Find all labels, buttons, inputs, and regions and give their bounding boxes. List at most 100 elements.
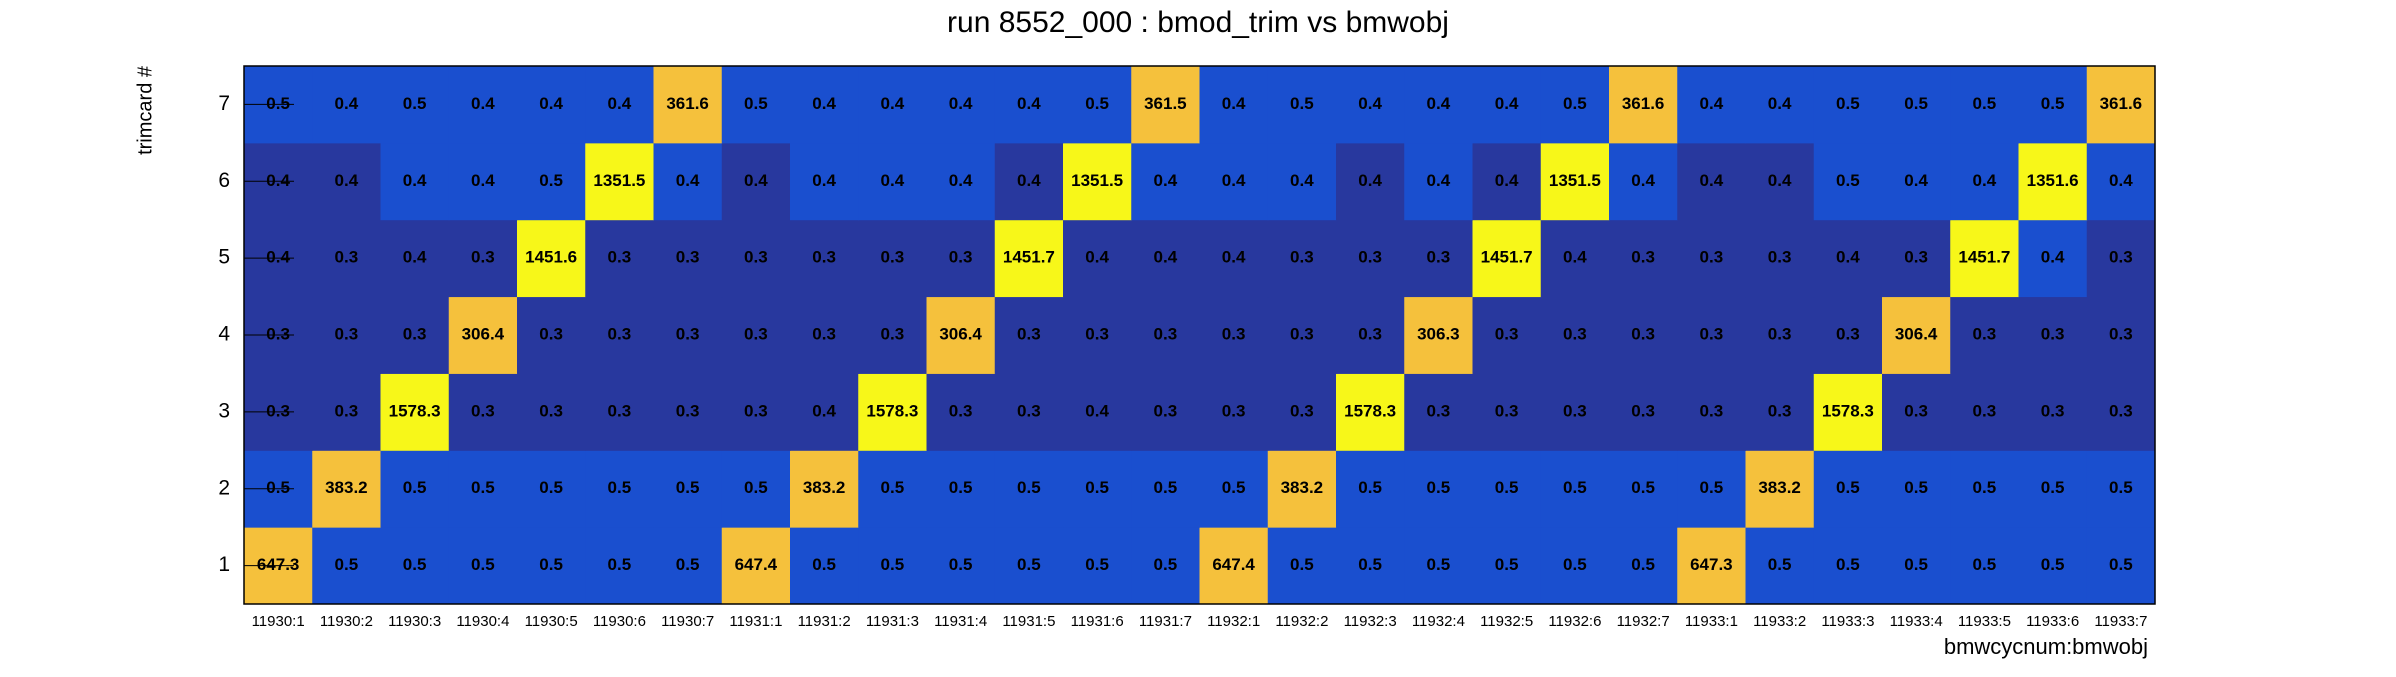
cell-label: 0.5: [881, 478, 905, 497]
heatmap-cell: [790, 142, 859, 221]
heatmap-cell: [448, 373, 518, 451]
cell-label: 0.3: [744, 248, 768, 267]
cell-label: 0.4: [1495, 171, 1519, 190]
x-tick-label: 11931:7: [1139, 613, 1192, 630]
cell-label: 0.4: [266, 248, 290, 267]
cell-label: 0.4: [471, 171, 495, 190]
heatmap-cell: [994, 527, 1064, 605]
cell-label: 0.5: [949, 478, 973, 497]
cell-label: 0.3: [2109, 401, 2133, 420]
heatmap-cell: [1336, 142, 1405, 221]
heatmap-cell: [517, 142, 586, 221]
cell-label: 0.5: [1904, 478, 1928, 497]
heatmap-cell: [858, 450, 927, 528]
heatmap-cell: [2018, 527, 2088, 605]
cell-label: 0.3: [2109, 324, 2133, 343]
cell-label: 383.2: [1281, 478, 1324, 497]
heatmap-cell: [1745, 219, 1815, 298]
heatmap-cell: [653, 527, 723, 605]
cell-label: 0.4: [1700, 171, 1724, 190]
cell-label: 0.4: [1017, 94, 1041, 113]
heatmap-cell: [926, 66, 996, 144]
cell-label: 0.5: [881, 555, 905, 574]
heatmap-cell: [2086, 450, 2156, 528]
cell-label: 0.3: [1631, 401, 1655, 420]
cell-label: 0.5: [1222, 478, 1246, 497]
cell-label: 0.5: [1358, 555, 1382, 574]
cell-label: 0.5: [539, 478, 563, 497]
heatmap-cell: [2086, 219, 2156, 298]
cell-label: 0.3: [812, 324, 836, 343]
cell-label: 0.5: [1085, 555, 1109, 574]
heatmap-cell: [1882, 373, 1951, 451]
heatmap-cell: [2086, 142, 2156, 221]
cell-label: 0.4: [812, 94, 836, 113]
heatmap-cell: [312, 527, 381, 605]
cell-label: 647.4: [735, 555, 778, 574]
heatmap-cell: [2086, 296, 2156, 374]
heatmap-cell: [1267, 66, 1337, 144]
cell-label: 0.3: [335, 324, 359, 343]
heatmap-cell: [994, 219, 1064, 298]
heatmap-cell: [1199, 450, 1269, 528]
heatmap-cell: [1199, 373, 1269, 451]
cell-label: 0.3: [676, 324, 700, 343]
heatmap-cell: [517, 66, 586, 144]
heatmap-cell: [1336, 296, 1405, 374]
y-tick-label: 3: [218, 399, 230, 422]
cell-label: 0.3: [1768, 401, 1792, 420]
cell-label: 0.5: [676, 555, 700, 574]
cell-label: 0.4: [1904, 171, 1928, 190]
cell-label: 361.6: [1622, 94, 1665, 113]
heatmap-cell: [380, 296, 450, 374]
cell-label: 0.5: [1836, 171, 1860, 190]
cell-label: 0.4: [1973, 171, 1997, 190]
heatmap-cell: [1267, 373, 1337, 451]
heatmap-cell: [926, 296, 996, 374]
y-tick-label: 1: [218, 553, 230, 576]
x-tick-label: 11931:1: [729, 613, 782, 630]
heatmap-cell: [2018, 219, 2088, 298]
cell-label: 0.3: [1085, 324, 1109, 343]
cell-label: 0.3: [2041, 324, 2065, 343]
heatmap-cell: [585, 219, 654, 298]
heatmap-cell: [312, 219, 381, 298]
heatmap-cell: [1882, 527, 1951, 605]
cell-label: 647.4: [1212, 555, 1255, 574]
x-tick-label: 11933:1: [1685, 613, 1738, 630]
heatmap-cell: [1131, 219, 1200, 298]
cell-label: 0.3: [1290, 248, 1314, 267]
heatmap-cell: [721, 142, 791, 221]
heatmap-cell: [1950, 373, 2019, 451]
heatmap-cell: [1677, 527, 1746, 605]
cell-label: 0.3: [744, 324, 768, 343]
cell-label: 0.4: [949, 94, 973, 113]
x-tick-label: 11930:6: [593, 613, 646, 630]
heatmap-cell: [790, 373, 859, 451]
heatmap-cell: [380, 219, 450, 298]
heatmap-cell: [2018, 373, 2088, 451]
cell-label: 1451.7: [1003, 248, 1055, 267]
x-tick-label: 11933:5: [1958, 613, 2011, 630]
x-tick-label: 11930:4: [456, 613, 509, 630]
cell-label: 0.3: [812, 248, 836, 267]
heatmap-cell: [1813, 373, 1883, 451]
cell-label: 0.3: [1495, 401, 1519, 420]
cell-label: 0.4: [1358, 171, 1382, 190]
cell-label: 1351.6: [2027, 171, 2079, 190]
x-tick-label: 11930:5: [525, 613, 578, 630]
cell-label: 361.6: [2100, 94, 2143, 113]
cell-label: 0.4: [1495, 94, 1519, 113]
cell-label: 0.3: [539, 401, 563, 420]
cell-label: 0.3: [335, 401, 359, 420]
cell-label: 0.5: [2041, 478, 2065, 497]
cell-label: 0.3: [608, 401, 632, 420]
heatmap-cell: [1540, 66, 1610, 144]
heatmap-cell: [1677, 296, 1746, 374]
x-tick-label: 11932:5: [1480, 613, 1533, 630]
cell-label: 0.3: [1290, 324, 1314, 343]
cell-label: 361.5: [1144, 94, 1187, 113]
heatmap-cell: [1063, 527, 1132, 605]
heatmap-cell: [653, 142, 723, 221]
cell-label: 0.4: [676, 171, 700, 190]
